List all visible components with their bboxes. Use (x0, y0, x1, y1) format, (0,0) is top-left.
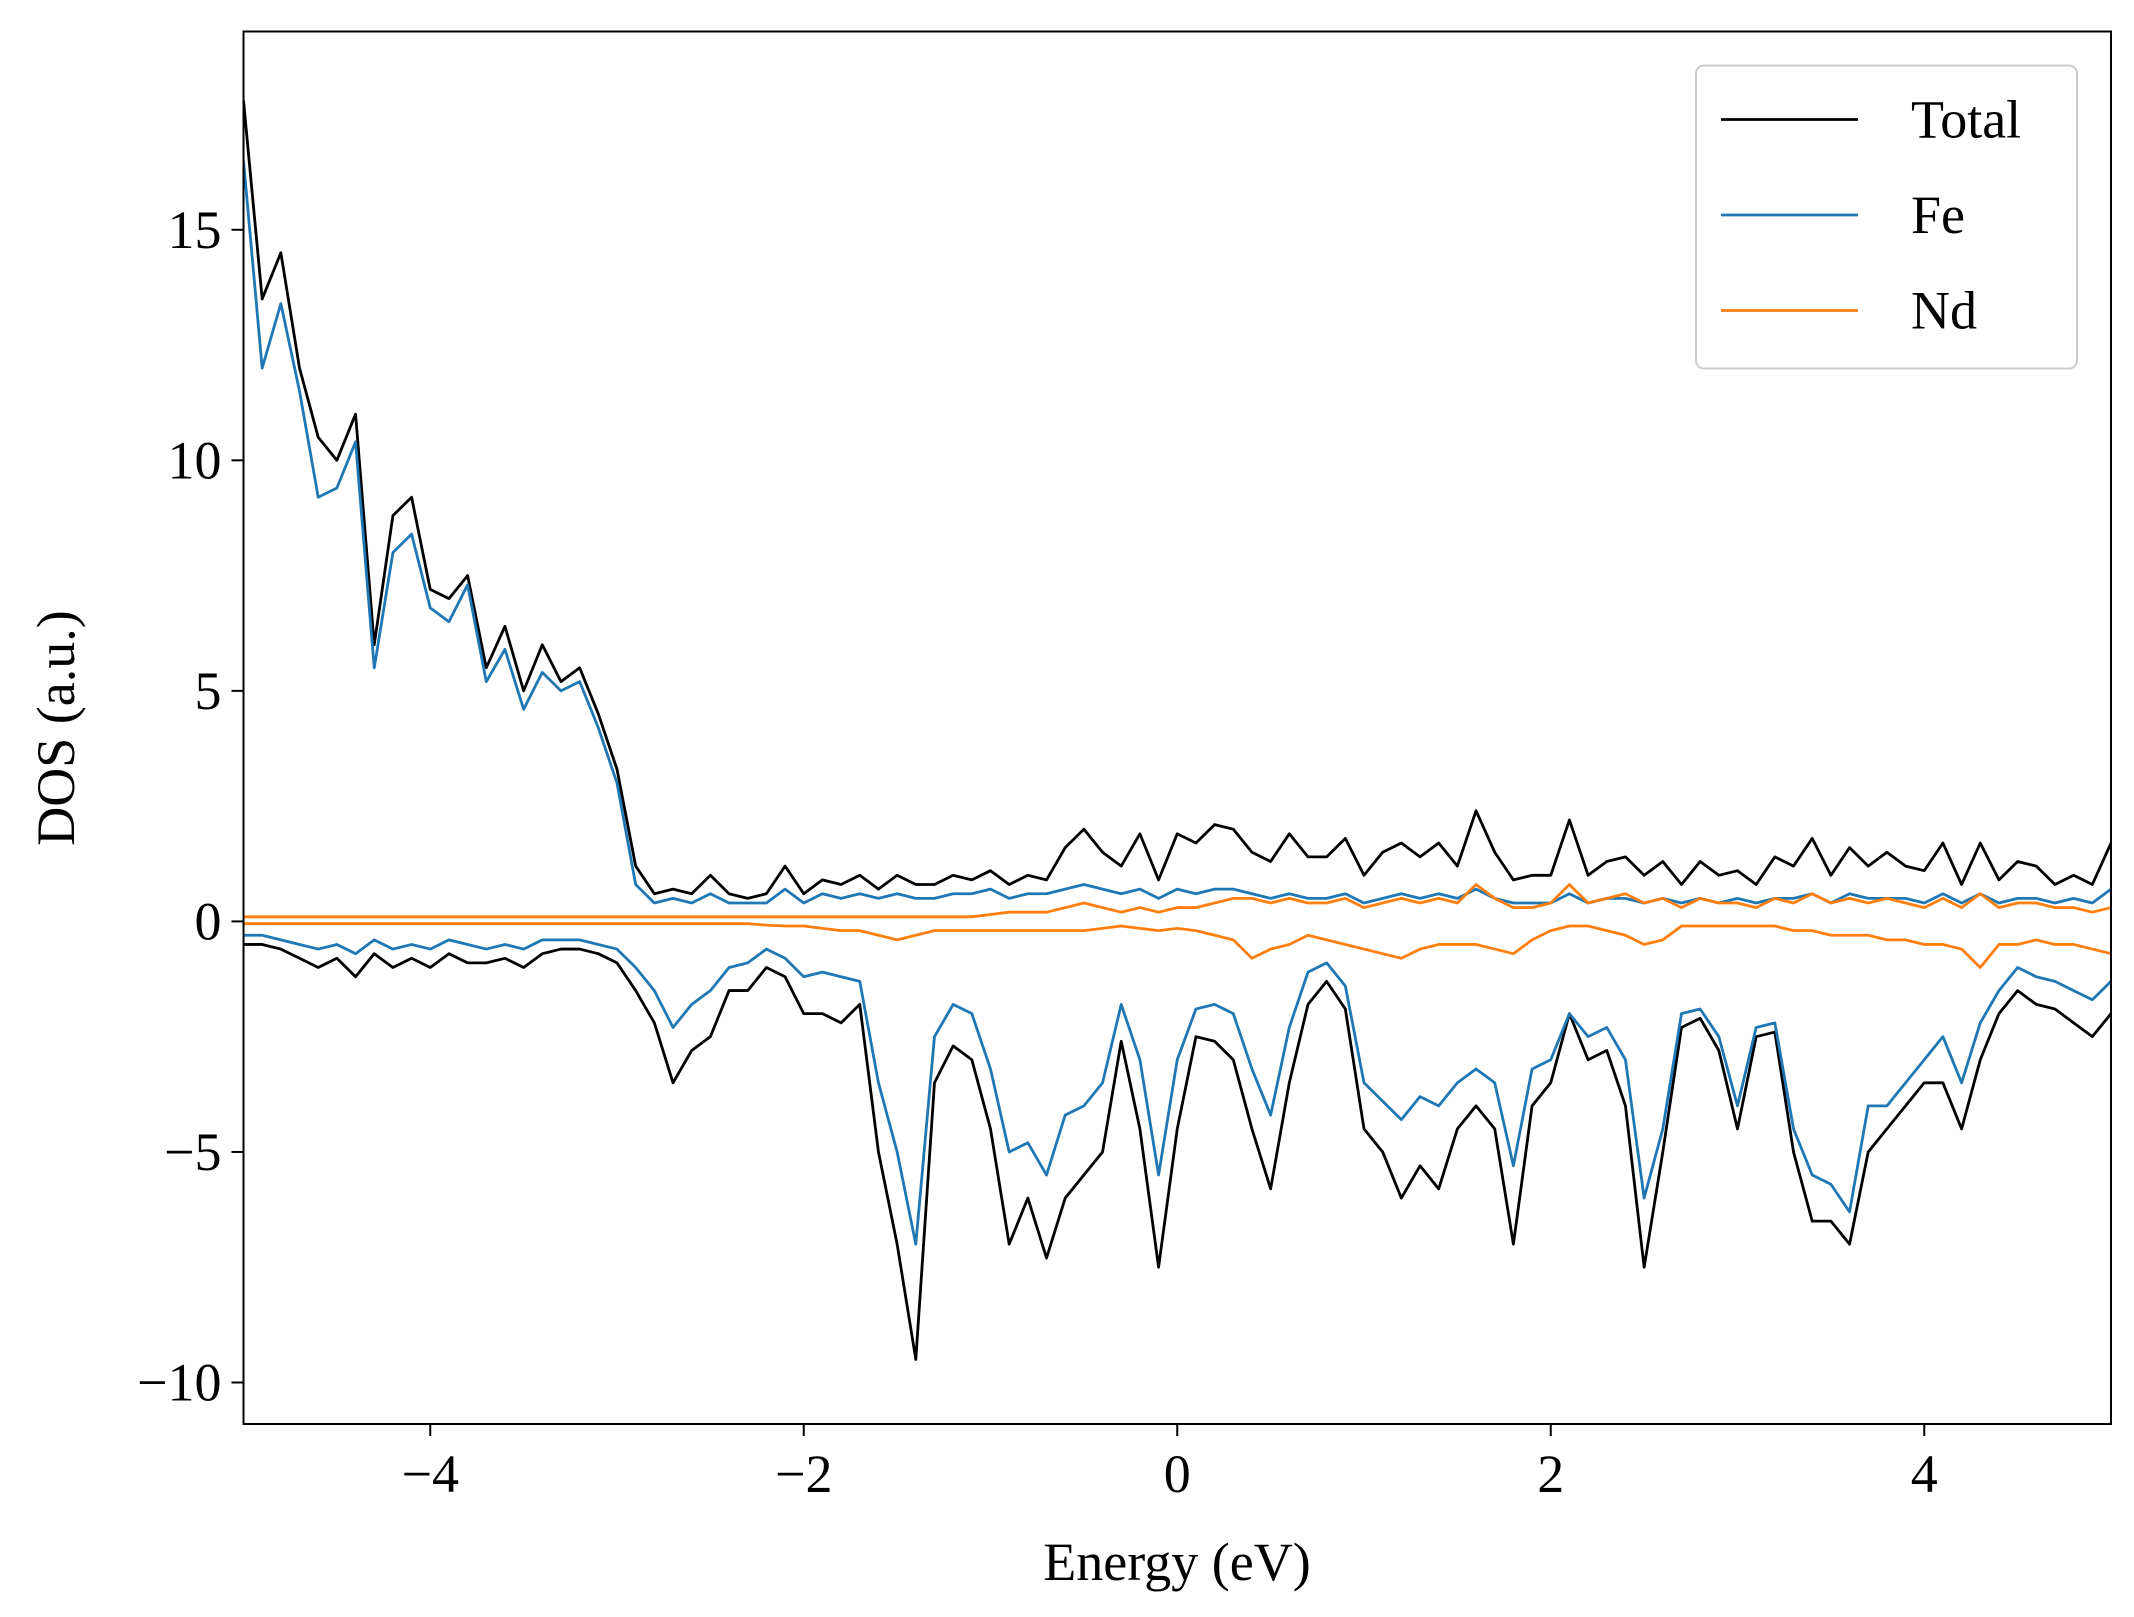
x-axis-label: Energy (eV) (1043, 1532, 1310, 1592)
series-line (243, 943, 2111, 1361)
x-tick-label: −4 (402, 1444, 459, 1504)
series-line (243, 883, 2111, 919)
legend-label: Fe (1911, 185, 1965, 245)
legend-box (1695, 64, 2078, 370)
y-tick-label: −5 (164, 1122, 221, 1182)
y-tick-label: 0 (195, 891, 222, 951)
series-line (243, 922, 2111, 969)
series-line (243, 160, 2111, 905)
x-tick-label: −2 (775, 1444, 832, 1504)
legend-label: Total (1911, 90, 2021, 150)
y-tick-label: 5 (195, 661, 222, 721)
x-tick-label: 0 (1164, 1444, 1191, 1504)
legend-label: Nd (1911, 281, 1977, 341)
y-tick-label: 10 (168, 430, 222, 490)
y-tick-label: −10 (137, 1353, 221, 1413)
x-tick-label: 2 (1537, 1444, 1564, 1504)
y-axis-label: DOS (a.u.) (26, 610, 86, 845)
series-line (243, 933, 2111, 1246)
x-tick-label: 4 (1911, 1444, 1938, 1504)
series-line (243, 100, 2111, 900)
y-tick-label: 15 (168, 200, 222, 260)
